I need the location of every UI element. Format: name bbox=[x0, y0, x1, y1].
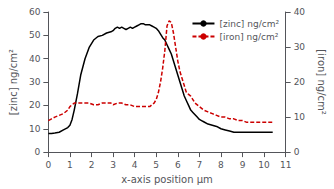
svg-text:10: 10 bbox=[294, 112, 306, 122]
svg-text:20: 20 bbox=[294, 77, 306, 87]
svg-text:x-axis position µm: x-axis position µm bbox=[121, 174, 213, 185]
svg-text:6: 6 bbox=[175, 160, 181, 170]
svg-text:30: 30 bbox=[294, 42, 306, 52]
svg-text:11: 11 bbox=[280, 160, 291, 170]
svg-text:[iron] ng/cm²: [iron] ng/cm² bbox=[316, 49, 327, 114]
svg-text:20: 20 bbox=[29, 100, 41, 110]
svg-text:5: 5 bbox=[153, 160, 159, 170]
svg-text:0: 0 bbox=[294, 147, 300, 157]
svg-text:2: 2 bbox=[89, 160, 95, 170]
svg-text:60: 60 bbox=[29, 7, 41, 17]
svg-text:10: 10 bbox=[258, 160, 270, 170]
svg-text:3: 3 bbox=[110, 160, 116, 170]
svg-text:10: 10 bbox=[29, 124, 41, 134]
svg-text:4: 4 bbox=[132, 160, 138, 170]
svg-text:50: 50 bbox=[29, 30, 41, 40]
svg-text:0: 0 bbox=[45, 160, 51, 170]
svg-text:8: 8 bbox=[218, 160, 224, 170]
svg-text:[iron] ng/cm²: [iron] ng/cm² bbox=[219, 32, 278, 42]
svg-text:1: 1 bbox=[67, 160, 73, 170]
svg-text:[zinc] ng/cm²: [zinc] ng/cm² bbox=[8, 49, 19, 115]
svg-text:40: 40 bbox=[29, 54, 41, 64]
svg-text:9: 9 bbox=[240, 160, 246, 170]
svg-text:[zinc] ng/cm²: [zinc] ng/cm² bbox=[219, 19, 279, 29]
svg-text:7: 7 bbox=[196, 160, 202, 170]
svg-text:30: 30 bbox=[29, 77, 41, 87]
svg-text:0: 0 bbox=[35, 147, 41, 157]
svg-text:40: 40 bbox=[294, 7, 306, 17]
